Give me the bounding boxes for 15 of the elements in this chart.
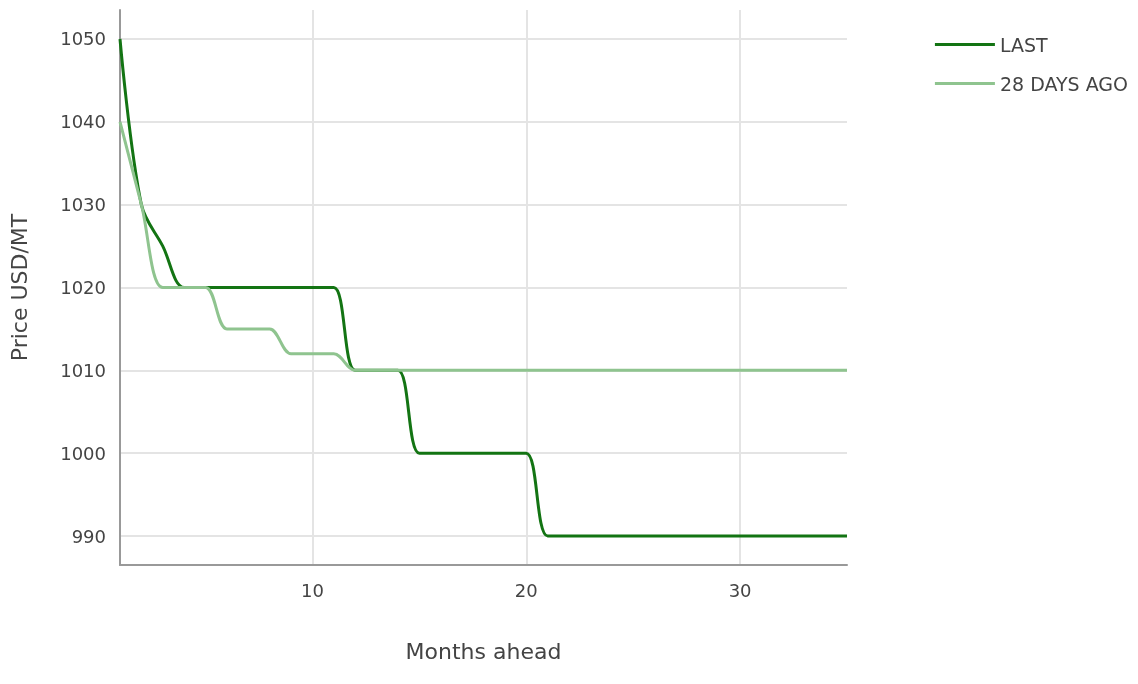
y-tick-label: 1030 [60,194,106,216]
y-tick-label: 1040 [60,111,106,133]
y-tick-label: 1050 [60,28,106,50]
y-tick-label: 1000 [60,442,106,464]
line-series [118,120,849,372]
x-axis-title: Months ahead [405,638,562,664]
legend-label: 28 DAYS AGO [999,72,1129,95]
x-tick-label: 30 [728,579,752,601]
y-tick-label: 1020 [60,277,106,298]
y-tick-label: 1010 [60,359,106,381]
y-tick-label: 990 [71,525,106,547]
y-axis-title: Price USD/MT [6,213,32,362]
x-tick-label: 20 [514,579,538,601]
legend-label: LAST [999,33,1048,56]
x-tick-label: 10 [300,579,324,601]
